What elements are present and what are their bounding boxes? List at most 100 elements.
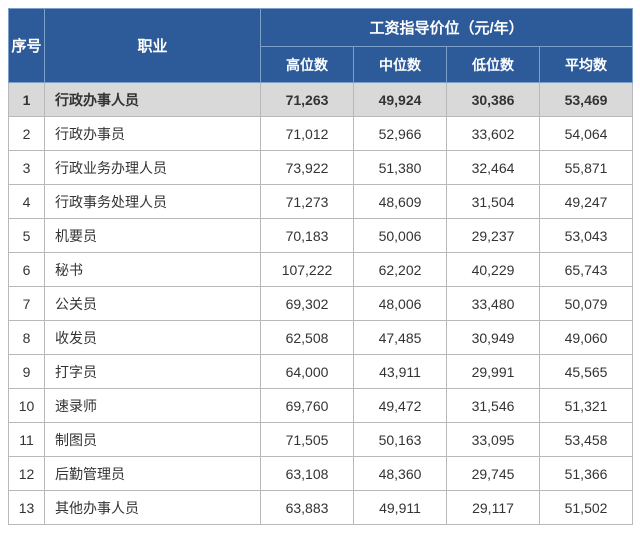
avg-cell: 49,060 xyxy=(540,321,633,355)
name-cell: 打字员 xyxy=(45,355,261,389)
table-row: 2行政办事员71,01252,96633,60254,064 xyxy=(9,117,633,151)
low-cell: 33,602 xyxy=(447,117,540,151)
name-cell: 速录师 xyxy=(45,389,261,423)
avg-cell: 51,502 xyxy=(540,491,633,525)
high-cell: 71,012 xyxy=(261,117,354,151)
avg-cell: 53,043 xyxy=(540,219,633,253)
header-high: 高位数 xyxy=(261,47,354,83)
idx-cell: 7 xyxy=(9,287,45,321)
median-cell: 52,966 xyxy=(354,117,447,151)
median-cell: 47,485 xyxy=(354,321,447,355)
low-cell: 33,480 xyxy=(447,287,540,321)
idx-cell: 3 xyxy=(9,151,45,185)
table-row: 8收发员62,50847,48530,94949,060 xyxy=(9,321,633,355)
high-cell: 71,505 xyxy=(261,423,354,457)
table-header: 序号 职业 工资指导价位（元/年） 高位数 中位数 低位数 平均数 xyxy=(9,9,633,83)
low-cell: 31,504 xyxy=(447,185,540,219)
median-cell: 50,006 xyxy=(354,219,447,253)
median-cell: 62,202 xyxy=(354,253,447,287)
idx-cell: 13 xyxy=(9,491,45,525)
avg-cell: 65,743 xyxy=(540,253,633,287)
table-row: 9打字员64,00043,91129,99145,565 xyxy=(9,355,633,389)
name-cell: 行政办事员 xyxy=(45,117,261,151)
idx-cell: 5 xyxy=(9,219,45,253)
idx-cell: 6 xyxy=(9,253,45,287)
high-cell: 63,108 xyxy=(261,457,354,491)
median-cell: 49,911 xyxy=(354,491,447,525)
header-seq: 序号 xyxy=(9,9,45,83)
idx-cell: 4 xyxy=(9,185,45,219)
low-cell: 29,745 xyxy=(447,457,540,491)
idx-cell: 12 xyxy=(9,457,45,491)
name-cell: 收发员 xyxy=(45,321,261,355)
name-cell: 制图员 xyxy=(45,423,261,457)
median-cell: 48,360 xyxy=(354,457,447,491)
median-cell: 48,006 xyxy=(354,287,447,321)
idx-cell: 1 xyxy=(9,83,45,117)
header-group: 工资指导价位（元/年） xyxy=(261,9,633,47)
name-cell: 秘书 xyxy=(45,253,261,287)
table-row: 7公关员69,30248,00633,48050,079 xyxy=(9,287,633,321)
header-median: 中位数 xyxy=(354,47,447,83)
high-cell: 73,922 xyxy=(261,151,354,185)
table-row: 10速录师69,76049,47231,54651,321 xyxy=(9,389,633,423)
high-cell: 69,760 xyxy=(261,389,354,423)
table-row: 11制图员71,50550,16333,09553,458 xyxy=(9,423,633,457)
idx-cell: 11 xyxy=(9,423,45,457)
avg-cell: 49,247 xyxy=(540,185,633,219)
header-low: 低位数 xyxy=(447,47,540,83)
low-cell: 30,386 xyxy=(447,83,540,117)
idx-cell: 9 xyxy=(9,355,45,389)
high-cell: 107,222 xyxy=(261,253,354,287)
low-cell: 40,229 xyxy=(447,253,540,287)
name-cell: 机要员 xyxy=(45,219,261,253)
avg-cell: 54,064 xyxy=(540,117,633,151)
salary-guide-table: 序号 职业 工资指导价位（元/年） 高位数 中位数 低位数 平均数 1行政办事人… xyxy=(8,8,633,525)
table-row: 6秘书107,22262,20240,22965,743 xyxy=(9,253,633,287)
high-cell: 70,183 xyxy=(261,219,354,253)
median-cell: 49,472 xyxy=(354,389,447,423)
median-cell: 43,911 xyxy=(354,355,447,389)
name-cell: 后勤管理员 xyxy=(45,457,261,491)
table-row: 5机要员70,18350,00629,23753,043 xyxy=(9,219,633,253)
table-row: 13其他办事人员63,88349,91129,11751,502 xyxy=(9,491,633,525)
low-cell: 32,464 xyxy=(447,151,540,185)
avg-cell: 45,565 xyxy=(540,355,633,389)
low-cell: 29,117 xyxy=(447,491,540,525)
median-cell: 51,380 xyxy=(354,151,447,185)
idx-cell: 10 xyxy=(9,389,45,423)
high-cell: 63,883 xyxy=(261,491,354,525)
low-cell: 29,237 xyxy=(447,219,540,253)
idx-cell: 8 xyxy=(9,321,45,355)
high-cell: 62,508 xyxy=(261,321,354,355)
low-cell: 33,095 xyxy=(447,423,540,457)
low-cell: 31,546 xyxy=(447,389,540,423)
name-cell: 行政业务办理人员 xyxy=(45,151,261,185)
name-cell: 公关员 xyxy=(45,287,261,321)
name-cell: 行政办事人员 xyxy=(45,83,261,117)
low-cell: 29,991 xyxy=(447,355,540,389)
name-cell: 行政事务处理人员 xyxy=(45,185,261,219)
low-cell: 30,949 xyxy=(447,321,540,355)
avg-cell: 51,366 xyxy=(540,457,633,491)
table-row: 12后勤管理员63,10848,36029,74551,366 xyxy=(9,457,633,491)
avg-cell: 53,469 xyxy=(540,83,633,117)
table-row: 1行政办事人员71,26349,92430,38653,469 xyxy=(9,83,633,117)
high-cell: 71,263 xyxy=(261,83,354,117)
avg-cell: 55,871 xyxy=(540,151,633,185)
high-cell: 69,302 xyxy=(261,287,354,321)
table-row: 4行政事务处理人员71,27348,60931,50449,247 xyxy=(9,185,633,219)
median-cell: 50,163 xyxy=(354,423,447,457)
header-occupation: 职业 xyxy=(45,9,261,83)
table-body: 1行政办事人员71,26349,92430,38653,4692行政办事员71,… xyxy=(9,83,633,525)
avg-cell: 53,458 xyxy=(540,423,633,457)
high-cell: 71,273 xyxy=(261,185,354,219)
median-cell: 49,924 xyxy=(354,83,447,117)
median-cell: 48,609 xyxy=(354,185,447,219)
idx-cell: 2 xyxy=(9,117,45,151)
table-row: 3行政业务办理人员73,92251,38032,46455,871 xyxy=(9,151,633,185)
header-avg: 平均数 xyxy=(540,47,633,83)
avg-cell: 51,321 xyxy=(540,389,633,423)
avg-cell: 50,079 xyxy=(540,287,633,321)
name-cell: 其他办事人员 xyxy=(45,491,261,525)
